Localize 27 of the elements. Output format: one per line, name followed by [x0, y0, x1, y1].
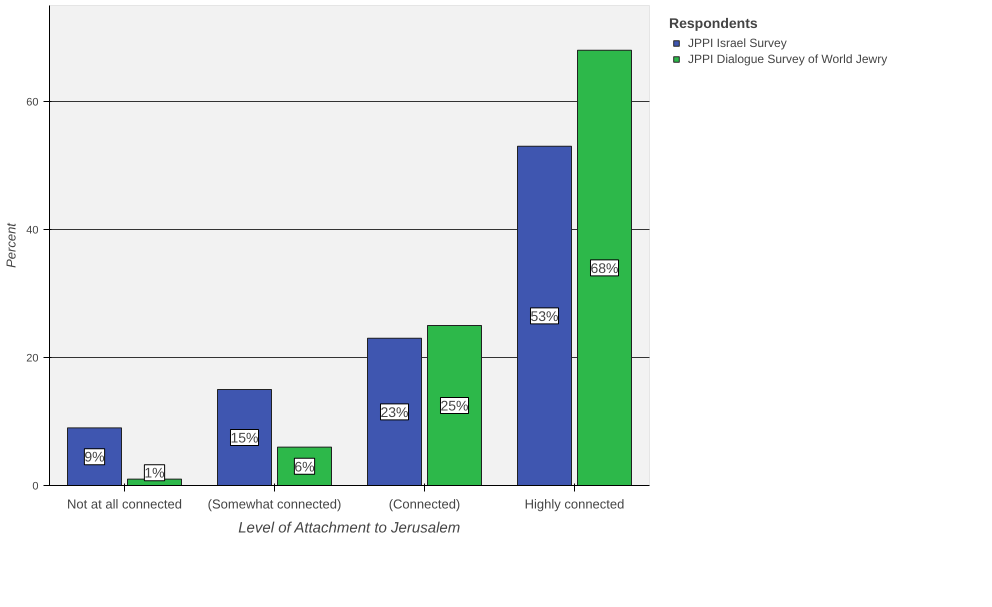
data-label: 25%	[440, 398, 469, 414]
bar	[217, 389, 272, 486]
y-tick-label: 20	[26, 352, 39, 364]
data-label: 23%	[380, 404, 409, 420]
y-tick-label: 40	[26, 224, 39, 236]
legend-label: JPPI Dialogue Survey of World Jewry	[688, 52, 888, 66]
y-axis-title: Percent	[3, 222, 18, 268]
data-label: 53%	[530, 308, 559, 324]
bar	[67, 427, 122, 486]
bar	[577, 50, 632, 486]
x-tick-label: (Connected)	[388, 496, 460, 512]
legend-label: JPPI Israel Survey	[688, 36, 787, 50]
y-tick-label: 60	[26, 96, 39, 108]
legend-title: Respondents	[669, 15, 759, 31]
data-label: 9%	[84, 448, 105, 465]
x-tick-label: (Somewhat connected)	[208, 496, 342, 512]
data-label: 1%	[144, 464, 165, 481]
bar	[367, 338, 422, 486]
x-axis-title: Level of Attachment to Jerusalem	[238, 520, 460, 536]
data-label: 6%	[294, 458, 315, 474]
x-tick-label: Not at all connected	[67, 496, 182, 512]
data-label: 15%	[230, 430, 259, 446]
data-label: 68%	[590, 260, 619, 276]
x-tick-label: Highly connected	[524, 496, 624, 512]
bar	[427, 325, 482, 486]
bar	[517, 146, 572, 486]
y-tick-label: 0	[32, 480, 39, 492]
